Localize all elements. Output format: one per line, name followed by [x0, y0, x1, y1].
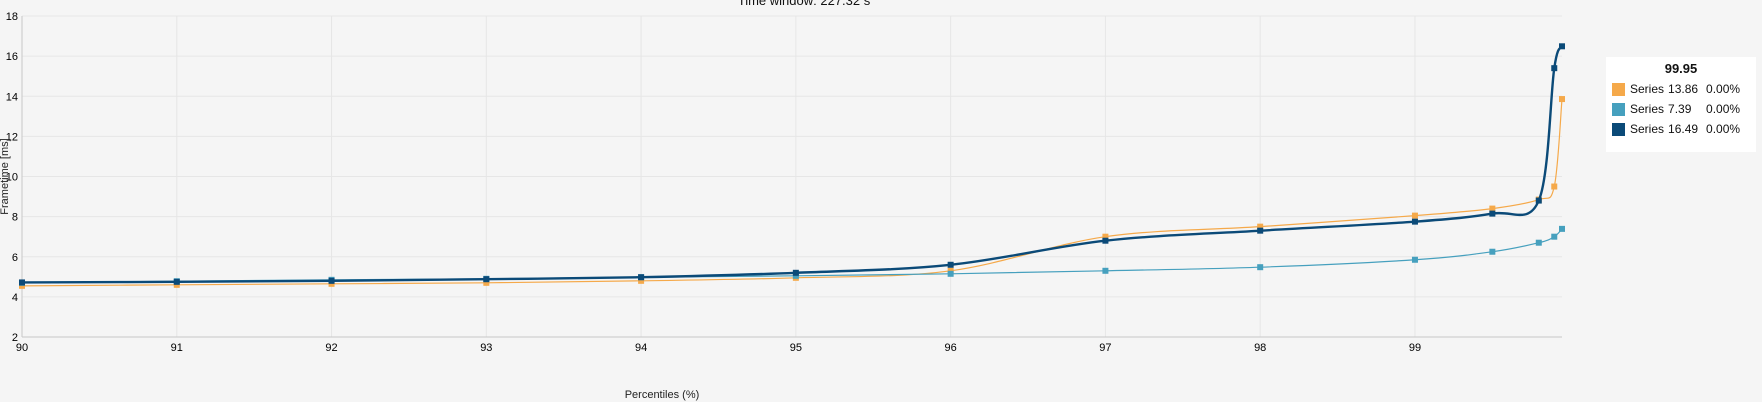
- series-3-point: [1102, 237, 1109, 244]
- series-2-point: [1559, 225, 1565, 232]
- x-tick-label: 95: [790, 342, 802, 354]
- x-tick-label: 98: [1254, 342, 1266, 354]
- x-tick-label: 99: [1409, 342, 1421, 354]
- series-1-point: [1551, 183, 1558, 190]
- tooltip-value-2: 7.39: [1668, 102, 1692, 116]
- tooltip-swatch-3: [1612, 122, 1625, 136]
- tooltip-label-3: Series: [1630, 122, 1665, 136]
- tooltip-label-2: Series: [1630, 102, 1665, 116]
- tooltip-row-series-2: Series 7.39 0.00%: [1606, 99, 1756, 119]
- tooltip-pct-1: 0.00%: [1706, 82, 1741, 96]
- y-tick-label: 18: [6, 11, 18, 23]
- y-tick-label: 10: [6, 172, 18, 184]
- series-3-point: [792, 269, 799, 276]
- series-3-point: [173, 278, 180, 285]
- y-tick-label: 12: [6, 131, 18, 143]
- x-tick-label: 90: [16, 342, 28, 354]
- y-tick-label: 8: [12, 212, 18, 224]
- series-2-point: [1489, 248, 1496, 255]
- series-2-point: [1535, 239, 1542, 246]
- x-tick-label: 93: [480, 342, 492, 354]
- series-3-point: [947, 261, 954, 268]
- series-1-point: [1411, 212, 1418, 219]
- series-2-point: [1411, 256, 1418, 263]
- y-tick-label: 14: [6, 91, 18, 103]
- series-2-point: [947, 270, 954, 277]
- series-3-point: [1489, 210, 1496, 217]
- series-1-point: [483, 279, 490, 286]
- tooltip-pct-2: 0.00%: [1706, 102, 1741, 116]
- x-tick-label: 91: [171, 342, 183, 354]
- series-3-point: [483, 276, 490, 283]
- series-2-point: [1257, 264, 1264, 271]
- tooltip-title: 99.95: [1664, 61, 1698, 76]
- y-tick-label: 4: [12, 292, 18, 304]
- series-2-point: [1551, 233, 1558, 240]
- series-3-point: [1535, 197, 1542, 204]
- series-3-point: [1551, 65, 1558, 72]
- series-3-point: [638, 274, 645, 281]
- series-1-point: [638, 277, 645, 284]
- series-3-point: [328, 277, 335, 284]
- series-1-point: [328, 280, 335, 287]
- tooltip-swatch-1: [1612, 82, 1625, 96]
- x-axis-title: Percentiles (%): [625, 389, 700, 401]
- series-1-point: [1257, 223, 1264, 230]
- x-tick-label: 94: [635, 342, 647, 354]
- tooltip-row-series-1: Series 13.86 0.00%: [1606, 79, 1756, 99]
- x-tick-label: 96: [945, 342, 957, 354]
- hover-tooltip: 99.95 Series 13.86 0.00% Series 7.39 0.0…: [1606, 57, 1756, 152]
- y-tick-label: 2: [12, 332, 18, 344]
- series-1-point: [173, 281, 180, 288]
- series-2-point: [792, 272, 799, 279]
- series-3-point: [1559, 43, 1565, 50]
- series-3-point: [1257, 227, 1264, 234]
- series-1-point: [1489, 205, 1496, 212]
- tooltip-label-1: Series: [1630, 82, 1665, 96]
- tooltip-value-1: 13.86: [1668, 82, 1699, 96]
- series-2-point: [1102, 267, 1109, 274]
- tooltip-row-series-3: Series 16.49 0.00%: [1606, 119, 1756, 139]
- tooltip-pct-3: 0.00%: [1706, 122, 1741, 136]
- series-1-point: [1102, 233, 1109, 240]
- series-3-point: [1411, 218, 1418, 225]
- y-axis-title: Frametime [ms]: [0, 138, 11, 214]
- tooltip-value-3: 16.49: [1668, 122, 1699, 136]
- x-tick-label: 92: [325, 342, 337, 354]
- series-1-point: [947, 267, 954, 274]
- x-tick-label: 97: [1099, 342, 1111, 354]
- tooltip-swatch-2: [1612, 102, 1625, 116]
- series-1-point: [19, 282, 25, 289]
- y-tick-label: 6: [12, 252, 18, 264]
- series-3-point: [19, 279, 25, 286]
- chart-title: Time window: 227.32 s: [738, 0, 871, 8]
- y-tick-label: 16: [6, 51, 18, 63]
- series-1-point: [1559, 96, 1565, 103]
